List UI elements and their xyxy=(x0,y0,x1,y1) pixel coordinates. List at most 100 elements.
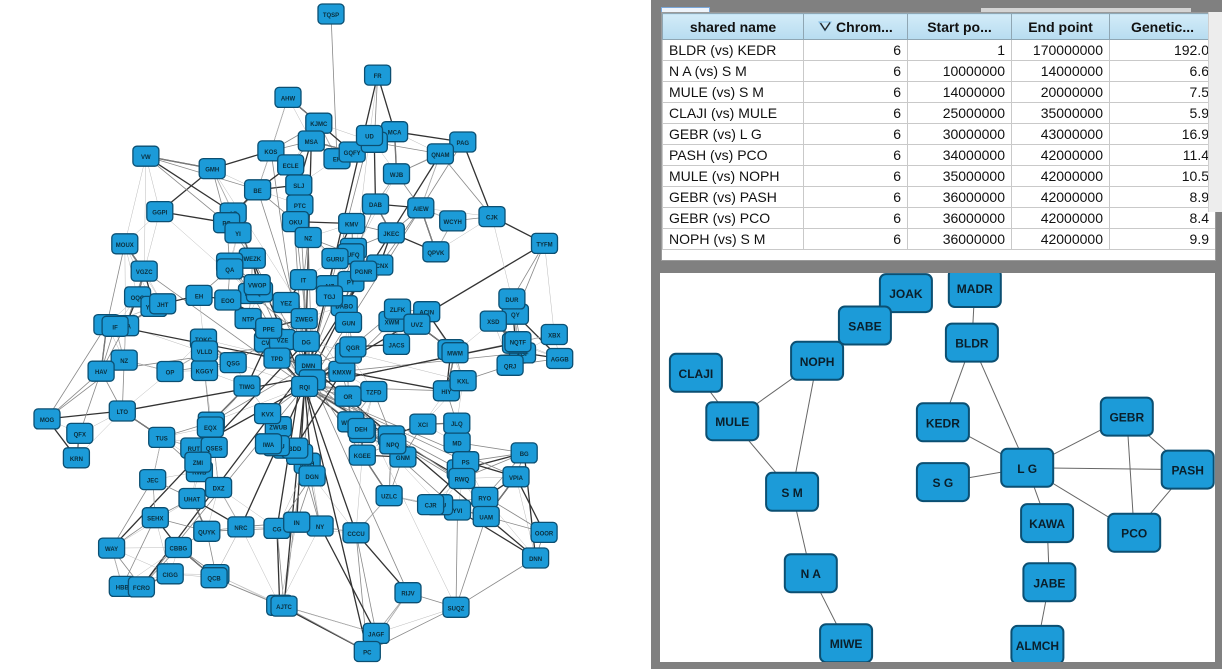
svg-text:DMN: DMN xyxy=(302,364,316,370)
svg-text:OP: OP xyxy=(166,371,175,377)
svg-text:VWOP: VWOP xyxy=(248,284,266,290)
svg-text:JHT: JHT xyxy=(157,303,169,309)
svg-text:RWQ: RWQ xyxy=(455,478,470,484)
svg-text:AGGB: AGGB xyxy=(551,358,570,364)
svg-text:VPIA: VPIA xyxy=(509,476,524,482)
svg-text:EQX: EQX xyxy=(204,426,217,432)
svg-text:IN: IN xyxy=(294,521,300,527)
svg-text:KRN: KRN xyxy=(70,457,83,463)
svg-text:KMV: KMV xyxy=(345,223,358,229)
svg-text:ZLFK: ZLFK xyxy=(390,308,406,314)
svg-text:DUR: DUR xyxy=(505,298,519,304)
svg-text:S M: S M xyxy=(781,486,802,500)
svg-text:CLAJI: CLAJI xyxy=(679,367,714,381)
svg-text:RYO: RYO xyxy=(478,496,491,502)
svg-text:EH: EH xyxy=(195,294,203,300)
svg-text:QRJ: QRJ xyxy=(504,364,516,370)
svg-text:EOO: EOO xyxy=(221,299,235,305)
svg-text:NRC: NRC xyxy=(234,526,248,532)
svg-text:YEZ: YEZ xyxy=(280,302,292,308)
svg-text:TGJ: TGJ xyxy=(324,295,336,301)
svg-text:JACS: JACS xyxy=(388,343,404,349)
svg-text:MIWE: MIWE xyxy=(830,637,863,651)
svg-text:SLJ: SLJ xyxy=(293,184,304,190)
svg-text:GMH: GMH xyxy=(205,168,219,174)
svg-text:CJR: CJR xyxy=(425,504,438,510)
svg-text:PPE: PPE xyxy=(263,327,275,333)
svg-text:VW: VW xyxy=(141,155,151,161)
svg-text:KEDR: KEDR xyxy=(926,416,960,430)
svg-text:NQTF: NQTF xyxy=(510,341,527,347)
svg-text:YI: YI xyxy=(235,232,241,238)
svg-text:FCRO: FCRO xyxy=(133,586,150,592)
svg-text:SABE: SABE xyxy=(848,320,881,334)
svg-text:KJMC: KJMC xyxy=(310,122,328,128)
svg-text:ECLE: ECLE xyxy=(283,164,299,170)
svg-text:KXL: KXL xyxy=(457,380,469,386)
svg-text:QNAM: QNAM xyxy=(431,153,449,159)
svg-text:NOPH: NOPH xyxy=(800,355,835,369)
svg-text:BE: BE xyxy=(253,189,261,195)
svg-text:KMXW: KMXW xyxy=(332,370,351,376)
svg-text:PCO: PCO xyxy=(1121,527,1147,541)
svg-text:CCCU: CCCU xyxy=(347,532,364,538)
svg-text:HBB: HBB xyxy=(116,585,130,591)
svg-text:CBBG: CBBG xyxy=(170,547,188,553)
svg-text:MOG: MOG xyxy=(40,418,55,424)
svg-text:DEH: DEH xyxy=(355,428,368,434)
svg-text:GGPI: GGPI xyxy=(152,211,167,217)
svg-text:TUS: TUS xyxy=(156,436,168,442)
svg-text:WAY: WAY xyxy=(105,547,118,553)
svg-text:ALMCH: ALMCH xyxy=(1016,639,1059,653)
svg-text:RQI: RQI xyxy=(299,385,310,391)
svg-text:AJTC: AJTC xyxy=(276,605,292,611)
svg-text:KAWA: KAWA xyxy=(1029,517,1065,531)
svg-text:WEZK: WEZK xyxy=(243,257,261,263)
svg-text:OKU: OKU xyxy=(289,221,302,227)
svg-text:GQFY: GQFY xyxy=(344,151,361,157)
svg-text:XCI: XCI xyxy=(418,423,428,429)
svg-text:TIWG: TIWG xyxy=(239,385,255,391)
svg-text:MULE: MULE xyxy=(715,415,749,429)
svg-text:FR: FR xyxy=(374,74,383,80)
svg-text:PGNR: PGNR xyxy=(355,270,373,276)
svg-text:TPD: TPD xyxy=(271,357,284,363)
svg-text:NTP: NTP xyxy=(242,318,254,324)
svg-text:ZWUB: ZWUB xyxy=(269,426,288,432)
svg-text:UZLC: UZLC xyxy=(381,495,398,501)
svg-text:DNN: DNN xyxy=(529,557,542,563)
svg-text:CJK: CJK xyxy=(486,216,499,222)
svg-text:TYFM: TYFM xyxy=(536,242,552,248)
svg-text:UD: UD xyxy=(365,135,374,141)
svg-text:QA: QA xyxy=(225,268,235,274)
svg-text:AIEW: AIEW xyxy=(413,207,429,213)
svg-text:JEC: JEC xyxy=(147,479,159,485)
svg-text:PAG: PAG xyxy=(457,141,470,147)
svg-text:MCA: MCA xyxy=(388,131,402,137)
svg-text:QCB: QCB xyxy=(207,577,221,583)
svg-text:IWA: IWA xyxy=(263,443,275,449)
svg-text:UAM: UAM xyxy=(479,516,493,522)
svg-text:JABE: JABE xyxy=(1033,576,1065,590)
svg-text:HAV: HAV xyxy=(95,370,107,376)
svg-text:PC: PC xyxy=(363,651,372,657)
svg-text:KGGY: KGGY xyxy=(196,370,214,376)
svg-text:BLDR: BLDR xyxy=(955,337,989,351)
svg-text:QUYK: QUYK xyxy=(198,530,216,536)
svg-text:MADR: MADR xyxy=(957,282,993,296)
svg-text:BG: BG xyxy=(520,452,529,458)
svg-text:QFX: QFX xyxy=(74,432,86,438)
svg-text:BDD: BDD xyxy=(288,447,302,453)
svg-text:QY: QY xyxy=(511,313,520,319)
svg-text:GEBR: GEBR xyxy=(1109,411,1144,425)
svg-text:MOUX: MOUX xyxy=(116,243,134,249)
svg-text:JOAK: JOAK xyxy=(889,287,923,301)
svg-text:PTC: PTC xyxy=(294,204,307,210)
svg-text:DG: DG xyxy=(302,340,311,346)
svg-text:UVZ: UVZ xyxy=(411,323,423,329)
svg-text:YVI: YVI xyxy=(453,509,463,515)
svg-text:MD: MD xyxy=(452,442,462,448)
svg-text:KGEE: KGEE xyxy=(354,454,371,460)
svg-text:GURU: GURU xyxy=(326,258,344,264)
svg-text:L G: L G xyxy=(1017,462,1037,476)
